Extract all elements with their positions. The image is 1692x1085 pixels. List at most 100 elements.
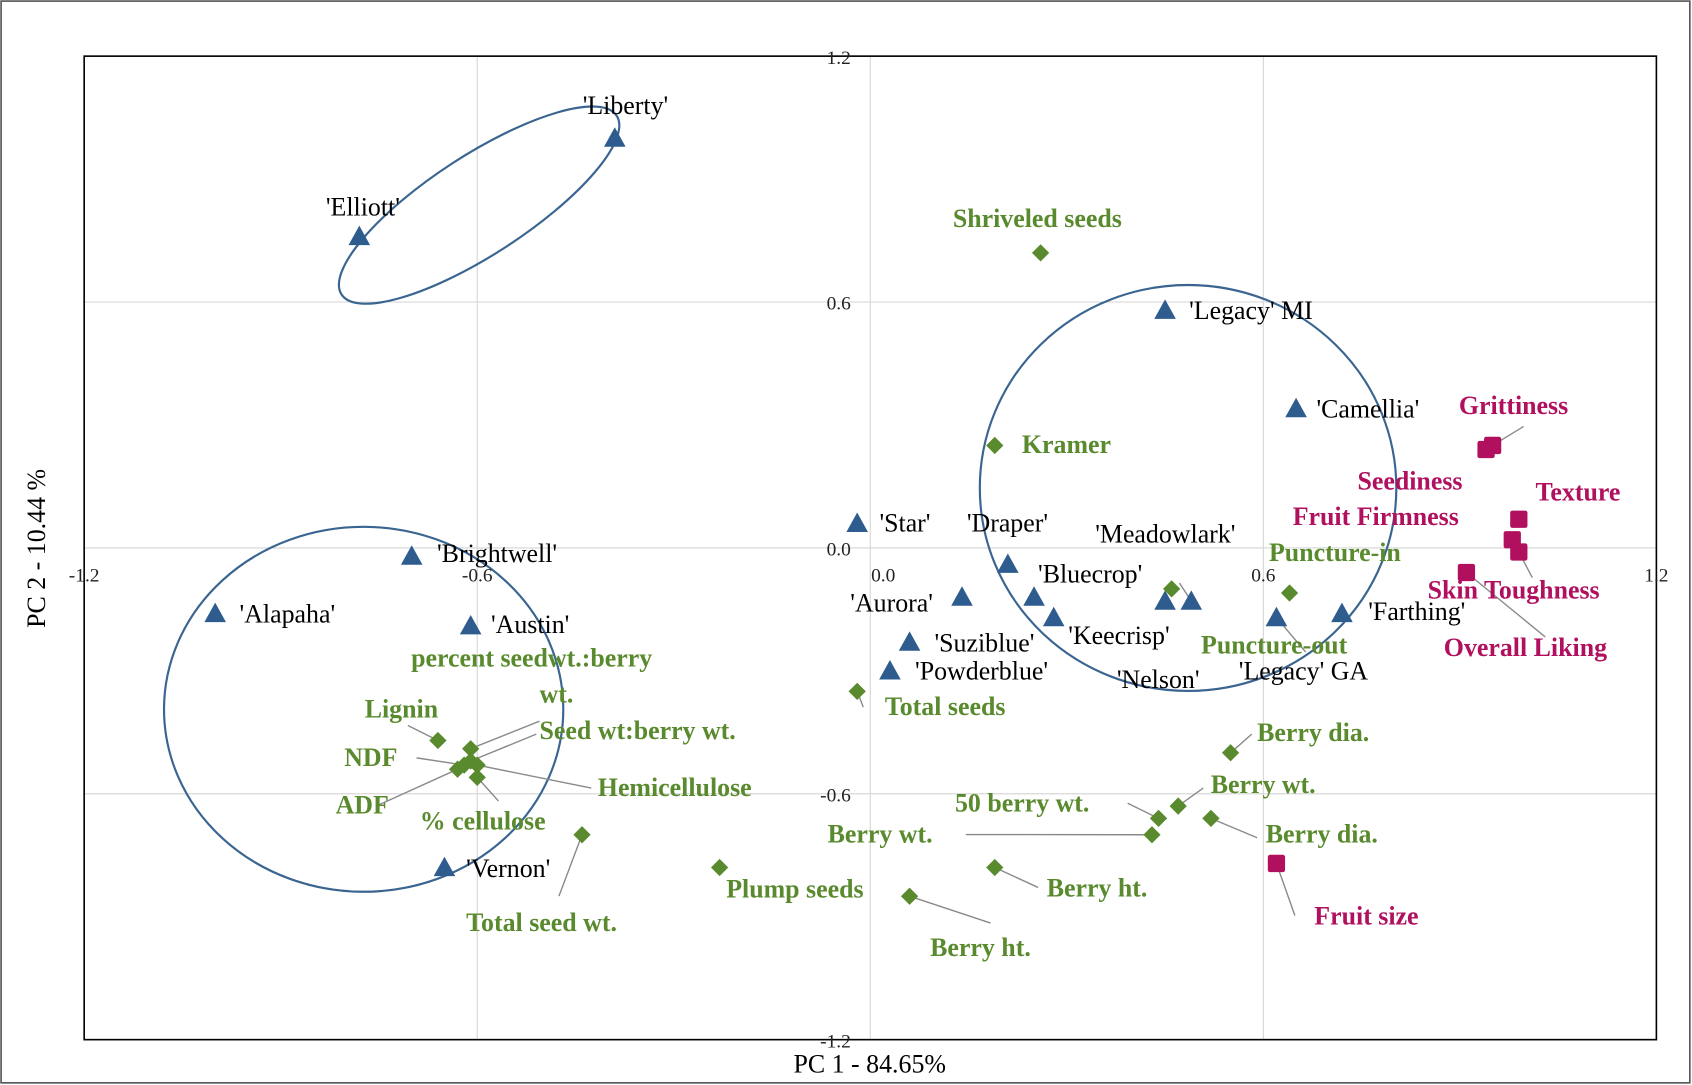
point-label: Kramer bbox=[1022, 430, 1111, 459]
point-label: Berry dia. bbox=[1257, 718, 1369, 747]
y-tick-label: 0.6 bbox=[827, 294, 852, 315]
x-tick-label: -0.6 bbox=[462, 565, 493, 586]
x-tick-label: 0.6 bbox=[1251, 565, 1276, 586]
leader-line bbox=[1465, 571, 1546, 638]
point bbox=[848, 682, 866, 700]
point bbox=[462, 740, 480, 758]
point-label: Puncture-out bbox=[1201, 631, 1348, 660]
point bbox=[1280, 584, 1299, 602]
point-label: 'Vernon' bbox=[466, 854, 550, 883]
point-label: Hemicellulose bbox=[598, 773, 752, 802]
point-label: 'Suziblue' bbox=[934, 629, 1034, 658]
point-label: 'Camellia' bbox=[1316, 394, 1419, 423]
point-label: Total seed wt. bbox=[466, 908, 617, 937]
point-label: Berry ht. bbox=[930, 933, 1031, 962]
point bbox=[710, 858, 729, 877]
point bbox=[1265, 606, 1288, 627]
point bbox=[1221, 744, 1240, 762]
point bbox=[433, 856, 456, 877]
point-label: 'Bluecrop' bbox=[1038, 559, 1142, 588]
leader-line bbox=[470, 720, 540, 750]
point-label: Fruit size bbox=[1314, 902, 1418, 931]
y-axis-title: PC 2 - 10.44 % bbox=[22, 469, 51, 628]
point bbox=[1510, 510, 1528, 528]
point bbox=[1042, 606, 1065, 627]
points bbox=[204, 127, 1528, 905]
plot-frame bbox=[83, 55, 1658, 1041]
point-label: Shriveled seeds bbox=[953, 204, 1122, 233]
point bbox=[448, 760, 467, 778]
leader-lines bbox=[377, 425, 1546, 924]
point bbox=[468, 756, 486, 774]
y-tick-label: -0.6 bbox=[820, 785, 851, 806]
point bbox=[1331, 602, 1353, 623]
point-label: 'Star' bbox=[879, 509, 930, 538]
point-label: Berry wt. bbox=[1211, 770, 1316, 799]
point bbox=[997, 553, 1019, 573]
point-label: 'Legacy' GA bbox=[1239, 657, 1369, 686]
leader-line bbox=[909, 895, 991, 924]
point bbox=[1154, 590, 1176, 610]
point-label: 'Brightwell' bbox=[437, 539, 557, 568]
point-label: 'Meadowlark' bbox=[1095, 519, 1235, 548]
leader-line bbox=[377, 768, 458, 807]
point bbox=[846, 512, 868, 532]
x-tick-label: 0.0 bbox=[871, 565, 895, 586]
point-label: Berry dia. bbox=[1266, 820, 1378, 849]
point bbox=[1457, 563, 1476, 582]
leader-line bbox=[994, 866, 1039, 889]
point bbox=[1143, 826, 1161, 844]
grid bbox=[83, 55, 1657, 1041]
point-label: NDF bbox=[344, 743, 397, 772]
point-label: 'Elliott' bbox=[326, 192, 400, 221]
x-tick-label: 1.2 bbox=[1644, 565, 1668, 586]
point bbox=[1267, 854, 1286, 873]
point bbox=[898, 631, 921, 651]
point-label: Lignin bbox=[365, 694, 438, 723]
point-label: Seed wt:berry wt. bbox=[540, 716, 736, 745]
point bbox=[400, 545, 423, 565]
point bbox=[951, 586, 973, 606]
point-label: 50 berry wt. bbox=[955, 788, 1089, 817]
point-label: 'Draper' bbox=[967, 509, 1048, 538]
y-tick-label: 1.2 bbox=[827, 48, 851, 69]
point-label: Berry ht. bbox=[1047, 874, 1148, 903]
point-label: 'Alapaha' bbox=[240, 599, 336, 628]
point bbox=[879, 660, 901, 680]
leader-line bbox=[470, 733, 537, 762]
point bbox=[573, 826, 591, 844]
point-label: 'Keecrisp' bbox=[1068, 621, 1169, 650]
point bbox=[1031, 244, 1050, 262]
point bbox=[1202, 809, 1220, 828]
point bbox=[1285, 397, 1307, 418]
cluster-ellipse bbox=[162, 525, 565, 893]
point bbox=[986, 858, 1004, 877]
point bbox=[604, 127, 626, 147]
point bbox=[986, 436, 1004, 455]
point-label: 'Nelson' bbox=[1117, 665, 1200, 694]
cluster-ellipse bbox=[978, 283, 1398, 693]
point-label: Texture bbox=[1536, 477, 1621, 506]
point-label: percent seedwt.:berry wt. bbox=[411, 644, 659, 709]
point bbox=[1477, 440, 1495, 459]
y-tick-label: 0.0 bbox=[827, 540, 851, 561]
point-label: 'Farthing' bbox=[1368, 597, 1465, 626]
point-label: Berry wt. bbox=[828, 820, 933, 849]
y-tick-label: -1.2 bbox=[820, 1031, 851, 1052]
point-label: Fruit Firmness bbox=[1293, 502, 1459, 531]
cluster-ellipse bbox=[337, 105, 621, 305]
point-label: Grittiness bbox=[1459, 391, 1568, 420]
point bbox=[348, 225, 371, 246]
point bbox=[204, 602, 226, 623]
point-label: Puncture-in bbox=[1269, 538, 1401, 567]
point bbox=[1180, 590, 1203, 610]
point bbox=[900, 887, 919, 905]
point bbox=[459, 614, 482, 635]
leader-line bbox=[558, 834, 583, 897]
x-tick-label: -1.2 bbox=[69, 565, 100, 586]
point-label: 'Legacy' MI bbox=[1189, 296, 1313, 325]
point-label: 'Austin' bbox=[491, 610, 569, 639]
point bbox=[1149, 809, 1168, 828]
point-label: Plump seeds bbox=[726, 875, 863, 904]
point bbox=[1169, 797, 1187, 815]
